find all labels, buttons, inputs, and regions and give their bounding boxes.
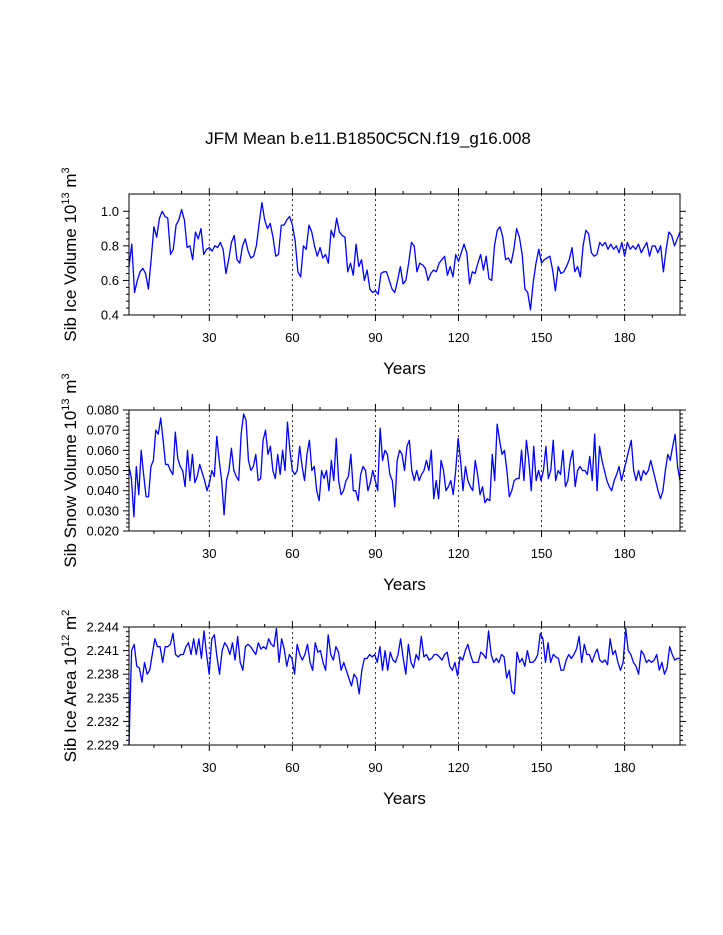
x-axis-title: Years — [383, 575, 426, 594]
plot-frame — [128, 626, 681, 746]
x-axis-title: Years — [383, 359, 426, 378]
x-tick-label: 120 — [448, 760, 470, 775]
x-tick-label: 120 — [448, 330, 470, 345]
chart-title: JFM Mean b.e11.B1850C5CN.f19_g16.008 — [205, 129, 531, 148]
y-tick-label: 0.8 — [101, 238, 119, 253]
x-tick-label: 30 — [202, 760, 216, 775]
x-tick-label: 30 — [202, 330, 216, 345]
x-tick-label: 150 — [531, 760, 553, 775]
y-tick-label: 0.020 — [86, 524, 119, 539]
x-tick-label: 90 — [368, 546, 382, 561]
y-tick-label: 0.030 — [86, 503, 119, 518]
x-tick-label: 180 — [614, 330, 636, 345]
x-tick-label: 60 — [285, 330, 299, 345]
x-tick-label: 60 — [285, 760, 299, 775]
x-tick-label: 90 — [368, 330, 382, 345]
y-tick-label: 2.244 — [86, 620, 119, 635]
x-tick-label: 150 — [531, 546, 553, 561]
y-axis-title: Sib Ice Area 1012 m2 — [60, 610, 80, 763]
x-tick-label: 90 — [368, 760, 382, 775]
y-axis-title: Sib Snow Volume 1013 m3 — [60, 373, 80, 567]
data-line-1 — [128, 201, 681, 311]
plot-frame — [128, 193, 681, 316]
x-tick-label: 180 — [614, 760, 636, 775]
x-tick-label: 180 — [614, 546, 636, 561]
x-tick-label: 150 — [531, 330, 553, 345]
y-tick-label: 2.235 — [86, 690, 119, 705]
y-tick-label: 0.050 — [86, 463, 119, 478]
data-line-3 — [128, 627, 680, 746]
y-tick-label: 0.040 — [86, 483, 119, 498]
x-tick-label: 120 — [448, 546, 470, 561]
y-tick-label: 0.080 — [86, 403, 119, 418]
y-tick-label: 0.6 — [101, 273, 119, 288]
y-tick-label: 2.238 — [86, 667, 119, 682]
chart-panel-2: 30 60 90 120 150 180 0.020 0.030 0.040 0.050 0.060… — [60, 373, 686, 594]
y-tick-label: 0.4 — [101, 308, 119, 323]
x-tick-label: 30 — [202, 546, 216, 561]
y-tick-label: 1.0 — [101, 204, 119, 219]
y-tick-label: 2.241 — [86, 643, 119, 658]
chart-panel-1: 30 60 90 120 150 180 0.4 0.6 0.8 1.0 Years Sib Ice … — [60, 167, 686, 378]
y-tick-label: 2.232 — [86, 714, 119, 729]
x-tick-label: 60 — [285, 546, 299, 561]
y-tick-label: 2.229 — [86, 738, 119, 753]
y-tick-label: 0.060 — [86, 443, 119, 458]
y-axis-title: Sib Ice Volume 1013 m3 — [60, 167, 80, 341]
x-axis-title: Years — [383, 789, 426, 808]
y-tick-label: 0.070 — [86, 423, 119, 438]
data-line-2 — [128, 413, 681, 518]
chart-panel-3: 30 60 90 120 150 180 2.229 2.232 2.235 2.238 2.241… — [60, 610, 686, 808]
